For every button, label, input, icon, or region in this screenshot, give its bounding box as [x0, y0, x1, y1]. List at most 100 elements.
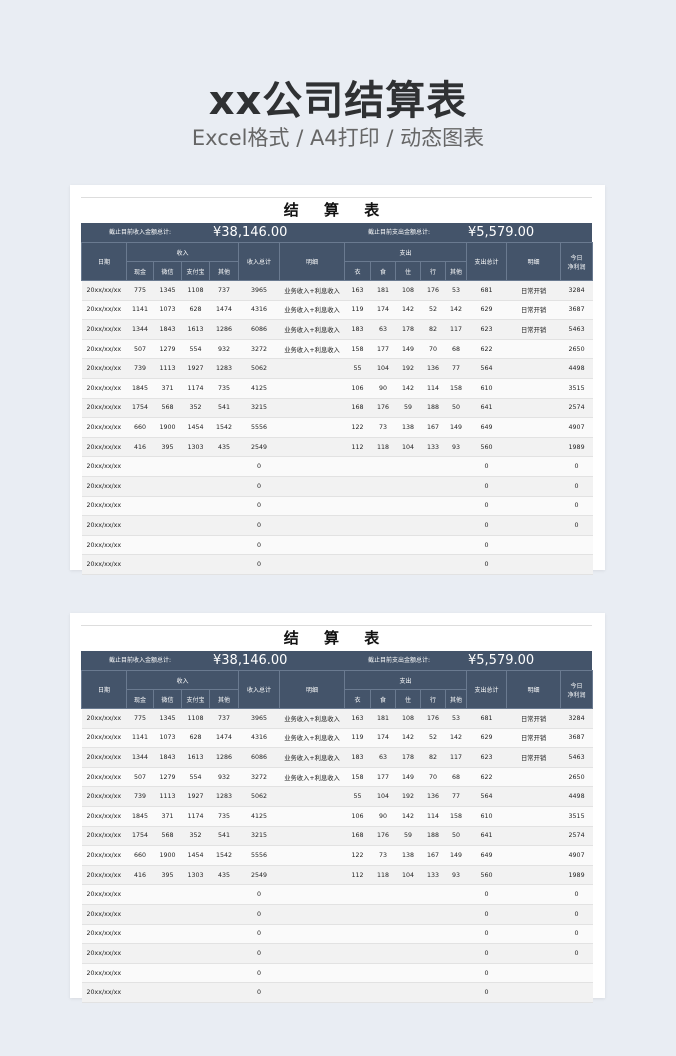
cell-cash[interactable]: 1141: [126, 300, 154, 321]
cell-net-profit[interactable]: [560, 982, 593, 1003]
cell-date[interactable]: 20xx/xx/xx: [81, 747, 127, 768]
cell-clothing[interactable]: 119: [344, 300, 371, 321]
cell-income-other[interactable]: 737: [209, 708, 239, 729]
cell-expense-detail[interactable]: [506, 982, 561, 1003]
cell-wechat[interactable]: 395: [153, 865, 182, 886]
cell-expense-other[interactable]: [445, 554, 467, 575]
cell-income-detail[interactable]: 业务收入+利息收入: [279, 319, 345, 340]
cell-clothing[interactable]: 163: [344, 280, 371, 301]
cell-housing[interactable]: 59: [395, 826, 421, 847]
cell-transport[interactable]: [420, 943, 446, 964]
cell-food[interactable]: [370, 554, 396, 575]
cell-housing[interactable]: 178: [395, 747, 421, 768]
cell-transport[interactable]: [420, 456, 446, 477]
cell-wechat[interactable]: 1345: [153, 708, 182, 729]
cell-food[interactable]: 104: [370, 786, 396, 807]
cell-income-sum[interactable]: 6086: [238, 747, 280, 768]
cell-expense-other[interactable]: 149: [445, 417, 467, 438]
cell-expense-detail[interactable]: [506, 963, 561, 984]
cell-date[interactable]: 20xx/xx/xx: [81, 924, 127, 945]
cell-net-profit[interactable]: [560, 535, 593, 556]
cell-expense-detail[interactable]: [506, 767, 561, 788]
cell-wechat[interactable]: [153, 535, 182, 556]
cell-income-sum[interactable]: 3965: [238, 280, 280, 301]
cell-clothing[interactable]: 55: [344, 786, 371, 807]
cell-date[interactable]: 20xx/xx/xx: [81, 904, 127, 925]
cell-cash[interactable]: [126, 924, 154, 945]
cell-expense-sum[interactable]: 0: [466, 554, 507, 575]
cell-net-profit[interactable]: 0: [560, 515, 593, 536]
cell-transport[interactable]: 188: [420, 398, 446, 419]
cell-expense-detail[interactable]: [506, 806, 561, 827]
cell-housing[interactable]: 192: [395, 358, 421, 379]
cell-wechat[interactable]: [153, 924, 182, 945]
cell-income-sum[interactable]: 5556: [238, 417, 280, 438]
cell-income-sum[interactable]: 5556: [238, 845, 280, 866]
cell-clothing[interactable]: [344, 982, 371, 1003]
cell-income-detail[interactable]: 业务收入+利息收入: [279, 280, 345, 301]
cell-wechat[interactable]: 1843: [153, 747, 182, 768]
cell-transport[interactable]: 133: [420, 437, 446, 458]
cell-alipay[interactable]: 1613: [181, 747, 210, 768]
cell-net-profit[interactable]: 2650: [560, 339, 593, 360]
cell-alipay[interactable]: 1454: [181, 845, 210, 866]
cell-date[interactable]: 20xx/xx/xx: [81, 339, 127, 360]
cell-date[interactable]: 20xx/xx/xx: [81, 767, 127, 788]
cell-wechat[interactable]: 1113: [153, 786, 182, 807]
cell-transport[interactable]: [420, 963, 446, 984]
cell-cash[interactable]: 507: [126, 339, 154, 360]
cell-date[interactable]: 20xx/xx/xx: [81, 358, 127, 379]
cell-income-sum[interactable]: 2549: [238, 437, 280, 458]
cell-income-other[interactable]: 1283: [209, 358, 239, 379]
cell-cash[interactable]: 1141: [126, 728, 154, 749]
cell-alipay[interactable]: 1927: [181, 786, 210, 807]
cell-cash[interactable]: [126, 904, 154, 925]
cell-wechat[interactable]: 1843: [153, 319, 182, 340]
cell-wechat[interactable]: [153, 904, 182, 925]
cell-income-other[interactable]: [209, 982, 239, 1003]
cell-expense-sum[interactable]: 629: [466, 300, 507, 321]
cell-net-profit[interactable]: 5463: [560, 319, 593, 340]
cell-date[interactable]: 20xx/xx/xx: [81, 554, 127, 575]
cell-income-other[interactable]: 932: [209, 767, 239, 788]
cell-housing[interactable]: 138: [395, 417, 421, 438]
cell-clothing[interactable]: [344, 554, 371, 575]
cell-expense-sum[interactable]: 0: [466, 924, 507, 945]
cell-income-detail[interactable]: 业务收入+利息收入: [279, 747, 345, 768]
cell-income-detail[interactable]: [279, 963, 345, 984]
cell-expense-other[interactable]: 50: [445, 398, 467, 419]
cell-income-sum[interactable]: 3272: [238, 767, 280, 788]
cell-alipay[interactable]: 1174: [181, 806, 210, 827]
cell-housing[interactable]: 104: [395, 865, 421, 886]
cell-transport[interactable]: 136: [420, 786, 446, 807]
cell-clothing[interactable]: 112: [344, 865, 371, 886]
cell-net-profit[interactable]: 1989: [560, 437, 593, 458]
cell-income-detail[interactable]: [279, 437, 345, 458]
cell-transport[interactable]: [420, 924, 446, 945]
cell-income-detail[interactable]: 业务收入+利息收入: [279, 708, 345, 729]
cell-food[interactable]: 181: [370, 708, 396, 729]
cell-expense-sum[interactable]: 623: [466, 747, 507, 768]
cell-expense-sum[interactable]: 564: [466, 358, 507, 379]
cell-clothing[interactable]: [344, 496, 371, 517]
cell-clothing[interactable]: [344, 924, 371, 945]
cell-income-other[interactable]: 735: [209, 806, 239, 827]
cell-expense-detail[interactable]: [506, 904, 561, 925]
cell-expense-detail[interactable]: [506, 456, 561, 477]
cell-housing[interactable]: [395, 904, 421, 925]
cell-wechat[interactable]: [153, 476, 182, 497]
cell-income-other[interactable]: 541: [209, 398, 239, 419]
cell-clothing[interactable]: [344, 456, 371, 477]
cell-expense-other[interactable]: [445, 456, 467, 477]
cell-cash[interactable]: 660: [126, 417, 154, 438]
cell-transport[interactable]: 70: [420, 339, 446, 360]
cell-date[interactable]: 20xx/xx/xx: [81, 300, 127, 321]
cell-income-other[interactable]: [209, 476, 239, 497]
cell-income-detail[interactable]: [279, 845, 345, 866]
cell-income-other[interactable]: 1283: [209, 786, 239, 807]
cell-date[interactable]: 20xx/xx/xx: [81, 456, 127, 477]
cell-income-detail[interactable]: [279, 358, 345, 379]
cell-alipay[interactable]: [181, 456, 210, 477]
cell-income-other[interactable]: 1542: [209, 845, 239, 866]
cell-income-other[interactable]: [209, 884, 239, 905]
